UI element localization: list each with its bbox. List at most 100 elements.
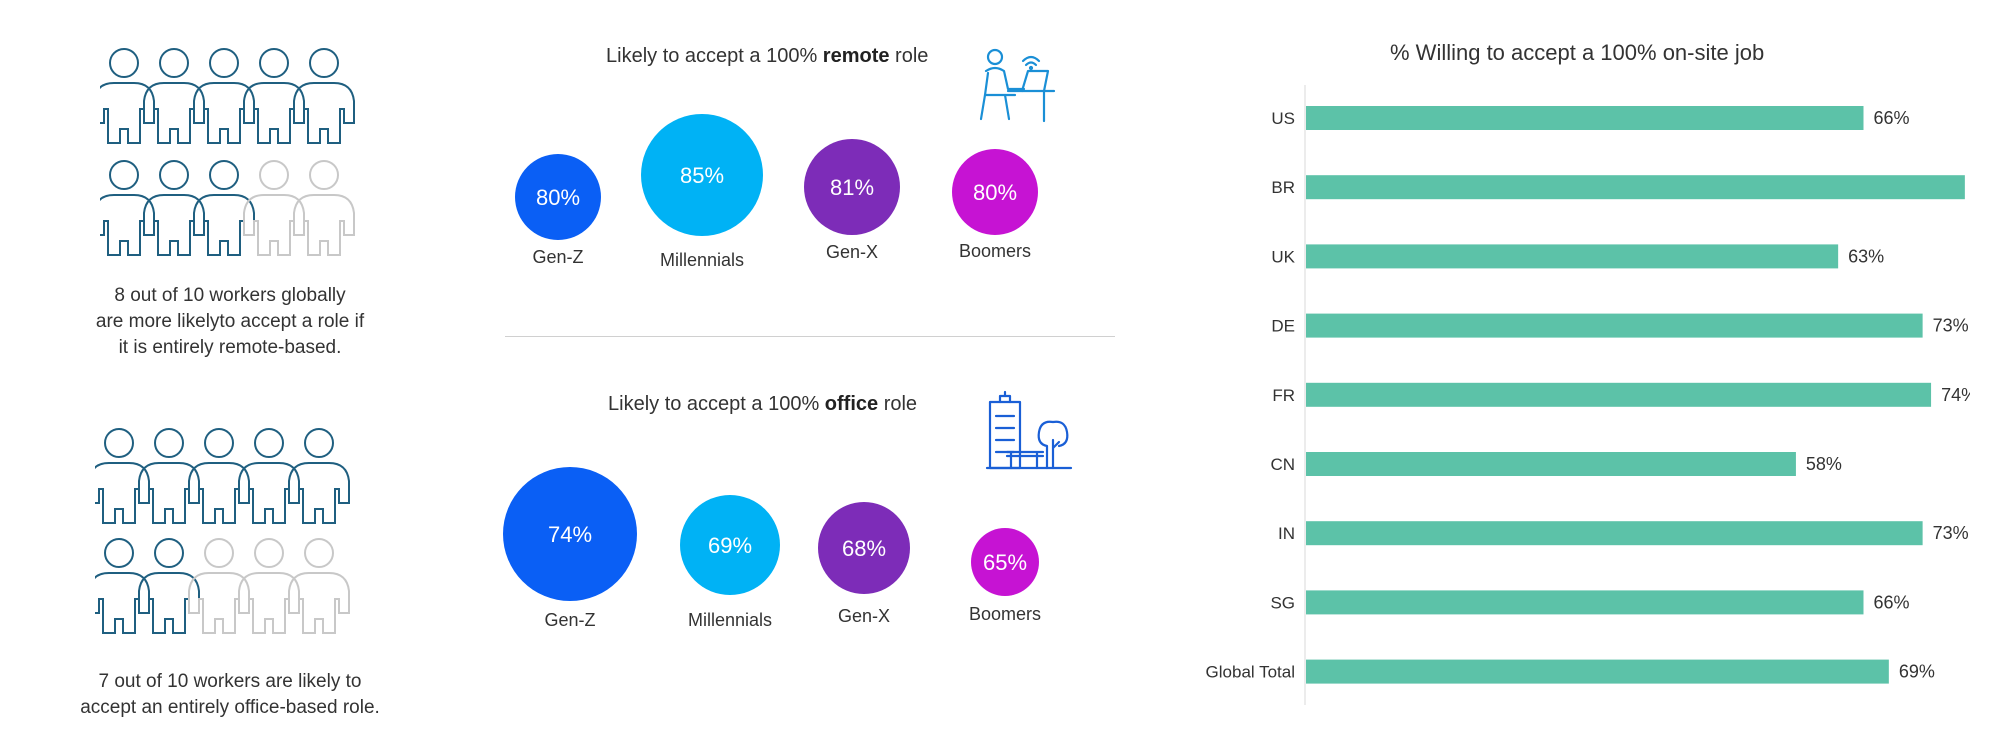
person-filled-icon [193,48,255,144]
remote-title-post: role [889,45,929,67]
bar-global-total [1306,659,1889,684]
bubble-value: 81% [830,175,874,200]
remote-caption-line: are more likelyto accept a role if [95,311,365,332]
bubble-label: Boomers [959,241,1031,261]
bubble-circle [971,528,1039,596]
bubble-gen-z: 80% Gen-Z [515,154,601,267]
bubble-label: Gen-Z [532,247,583,267]
remote-worker-desk-icon [978,45,1060,127]
bar-category-label: US [1271,109,1295,128]
office-title-post: role [878,393,918,415]
section-divider [505,336,1115,337]
people-icons [95,428,350,634]
bar-chart: US66%BR78%UK63%DE73%FR74%CN58%IN73%SG66%… [1206,85,1970,705]
person-empty-icon [188,538,250,634]
remote-bubbles: 80% Gen-Z 85% Millennials 81% Gen-X 80% Boomers [515,114,1038,270]
bubble-gen-x: 81% Gen-X [804,139,900,262]
bar-category-label: UK [1271,247,1295,266]
person-filled-icon [100,160,155,256]
person-empty-icon [238,538,300,634]
bubble-value: 80% [536,185,580,210]
bubble-value: 65% [983,550,1027,575]
bubble-value: 68% [842,536,886,561]
remote-title-bold: remote [822,45,890,67]
person-filled-icon [243,48,305,144]
bar-category-label: CN [1270,455,1295,474]
bubble-gen-z: 74% Gen-Z [503,467,637,630]
person-filled-icon [193,160,255,256]
person-empty-icon [293,160,355,256]
person-filled-icon [143,48,205,144]
bar-value-label: 66% [1873,108,1909,128]
bar-cn [1306,452,1796,476]
remote-caption-line: 8 out of 10 workers globally [114,285,346,306]
bubble-boomers: 65% Boomers [969,528,1041,624]
person-filled-icon [238,428,300,524]
bubble-circle [641,114,763,236]
person-filled-icon [95,538,150,634]
remote-caption-line: it is entirely remote-based. [118,337,342,358]
office-bubbles: 74% Gen-Z 69% Millennials 68% Gen-X 65% Boomers [503,467,1041,630]
bubble-gen-x: 68% Gen-X [818,502,910,626]
remote-caption: 8 out of 10 workers globally are more li… [60,283,400,361]
bar-value-label: 63% [1848,246,1884,266]
person-filled-icon [293,48,355,144]
bar-value-label: 74% [1941,385,1970,405]
remote-people-grid [100,45,360,265]
bar-br [1306,175,1965,200]
office-role-title: Likely to accept a 100% office role [608,393,917,416]
bar-value-label: 69% [1899,662,1935,682]
person-empty-icon [288,538,350,634]
office-caption-line: 7 out of 10 workers are likely to [98,671,362,692]
bubble-value: 69% [708,533,752,558]
bubble-circle [680,495,780,595]
bar-category-label: FR [1272,386,1295,405]
bar-value-label: 73% [1933,316,1969,336]
bubble-label: Millennials [688,610,772,630]
remote-title-pre: Likely to accept a 100% [606,45,823,67]
person-filled-icon [188,428,250,524]
office-title-bold: office [824,393,879,415]
bar-chart-title: % Willing to accept a 100% on-site job [1390,40,1765,65]
office-people-grid [95,425,355,645]
bar-value-label: 73% [1933,523,1969,543]
bubble-label: Gen-Z [544,610,595,630]
person-empty-icon [243,160,305,256]
bar-fr [1306,382,1932,407]
person-filled-icon [100,48,155,144]
bubble-value: 85% [680,163,724,188]
bubble-label: Gen-X [826,242,878,262]
bubble-boomers: 80% Boomers [952,149,1038,261]
bubble-label: Boomers [969,604,1041,624]
bar-value-label: 66% [1873,592,1909,612]
remote-role-title: Likely to accept a 100% remote role [606,45,928,68]
bubble-circle [818,502,910,594]
bar-category-label: SG [1270,593,1295,612]
bubble-value: 80% [973,180,1017,205]
office-title-pre: Likely to accept a 100% [608,393,825,415]
bar-category-label: BR [1271,178,1295,197]
bar-de [1306,313,1923,338]
bar-category-label: IN [1278,524,1295,543]
office-caption: 7 out of 10 workers are likely to accept… [40,669,420,721]
bubble-circle [503,467,637,601]
bar-sg [1306,590,1864,615]
bar-in [1306,521,1923,546]
office-building-icon [985,390,1075,472]
person-filled-icon [95,428,150,524]
bar-uk [1306,244,1839,269]
bubble-circle [515,154,601,240]
person-filled-icon [288,428,350,524]
bubble-circle [952,149,1038,235]
bar-us [1306,106,1864,130]
people-icons [100,48,355,256]
bubble-millennials: 69% Millennials [680,495,780,630]
bubble-millennials: 85% Millennials [641,114,763,270]
bubble-label: Gen-X [838,606,890,626]
bubble-circle [804,139,900,235]
person-filled-icon [138,538,200,634]
bubble-value: 74% [548,522,592,547]
person-filled-icon [143,160,205,256]
bubble-label: Millennials [660,250,744,270]
office-caption-line: accept an entirely office-based role. [80,697,380,718]
